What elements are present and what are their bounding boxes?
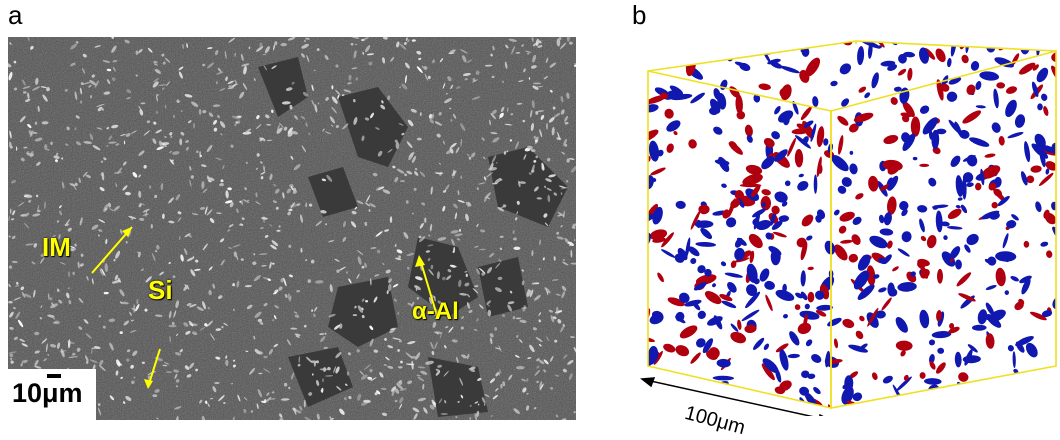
sem-texture bbox=[8, 37, 576, 420]
eutectic-si-flakes bbox=[8, 37, 576, 420]
panel-label-a: a bbox=[8, 0, 23, 30]
sem-scalebar: 10μm bbox=[8, 369, 96, 420]
alpha-al-grains bbox=[258, 57, 568, 417]
im-label: IM bbox=[42, 232, 71, 262]
scalebar-line bbox=[47, 374, 61, 378]
si-label: Si bbox=[148, 275, 173, 305]
alpha-al-arrow bbox=[419, 258, 439, 320]
cube-frame bbox=[647, 40, 1057, 410]
tomography-cube bbox=[636, 36, 1060, 425]
scalebar-label: 10μm bbox=[12, 378, 83, 408]
sem-micrograph bbox=[8, 37, 576, 420]
panel-label-b: b bbox=[632, 0, 647, 30]
cube-render bbox=[640, 40, 1057, 425]
alpha-al-label: α-Al bbox=[412, 298, 459, 325]
im-arrow bbox=[91, 226, 133, 274]
